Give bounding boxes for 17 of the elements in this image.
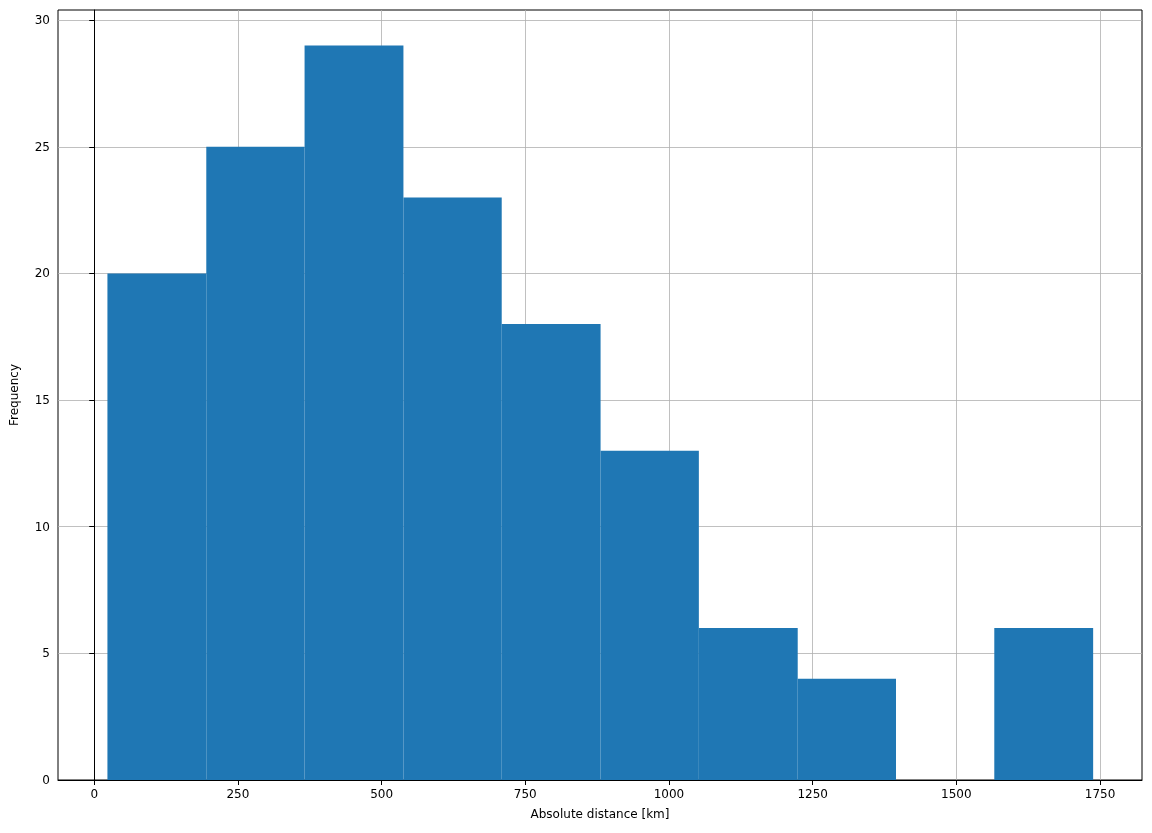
y-tick-label: 5 xyxy=(42,646,50,661)
x-tick-label: 0 xyxy=(90,787,99,801)
x-tick-label: 750 xyxy=(513,787,537,801)
x-tick-label: 500 xyxy=(370,787,394,801)
y-tick-label: 0 xyxy=(42,773,50,787)
x-tick-label: 1750 xyxy=(1084,787,1116,801)
x-tick-label: 1500 xyxy=(941,787,972,801)
y-tick-label: 20 xyxy=(34,266,50,281)
y-tick-label: 15 xyxy=(34,393,50,408)
y-tick-label: 30 xyxy=(34,13,50,28)
x-tick-label: 1000 xyxy=(653,787,685,801)
x-axis-title: Absolute distance [km] xyxy=(530,807,670,821)
y-axis-title: Frequency xyxy=(7,364,21,426)
y-tick-label: 25 xyxy=(34,139,50,154)
y-tick-label: 10 xyxy=(34,519,50,534)
x-tick-label: 250 xyxy=(226,787,250,801)
x-tick-label: 1250 xyxy=(797,787,828,801)
